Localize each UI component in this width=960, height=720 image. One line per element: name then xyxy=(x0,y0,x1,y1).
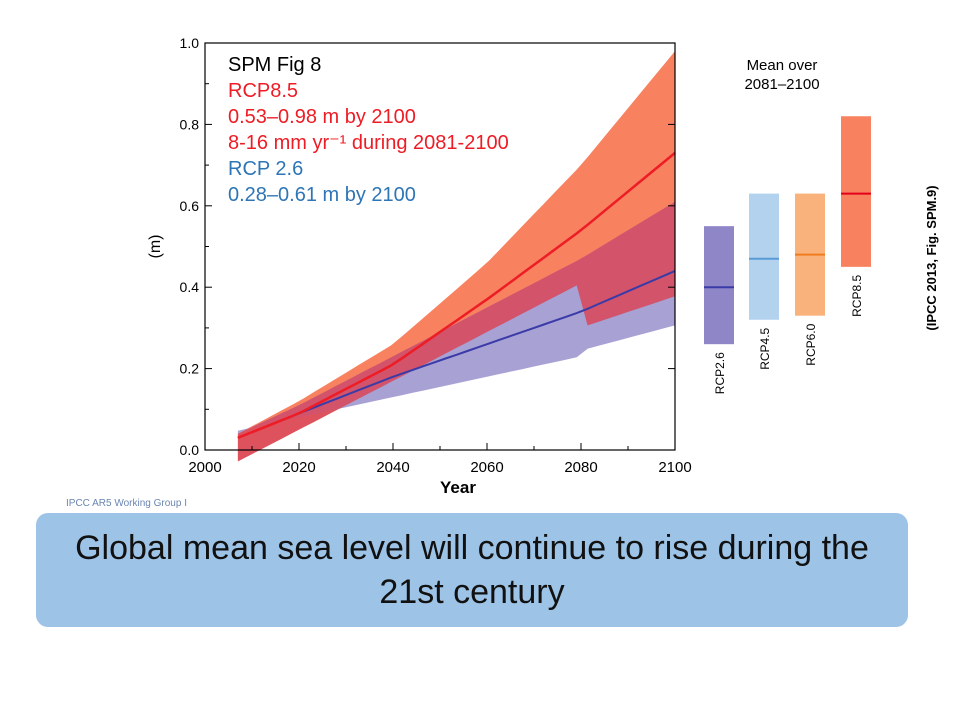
annotation-4: 0.28–0.61 m by 2100 xyxy=(228,184,416,206)
x-tick-label: 2020 xyxy=(282,459,315,476)
band-overlap xyxy=(237,201,675,462)
y-tick-label: 0.8 xyxy=(180,116,200,132)
x-tick-label: 2080 xyxy=(564,459,597,476)
side-bar-label: RCP2.6 xyxy=(713,352,727,394)
footer-text: IPCC AR5 Working Group I xyxy=(66,498,187,509)
side-bar-rcp85 xyxy=(841,116,871,267)
y-axis-label: (m) xyxy=(147,235,164,259)
annotation-2: 8-16 mm yr⁻¹ during 2081-2100 xyxy=(228,132,509,154)
x-tick-label: 2040 xyxy=(376,459,409,476)
x-axis-label: Year xyxy=(440,478,476,497)
y-tick-label: 0.0 xyxy=(180,442,200,458)
annotation-3: RCP 2.6 xyxy=(228,158,303,180)
y-tick-label: 1.0 xyxy=(180,35,200,51)
side-bar-rcp26 xyxy=(704,226,734,345)
caption-text: Global mean sea level will continue to r… xyxy=(75,529,869,611)
sea-level-chart: 0.0 0.2 0.4 0.6 0.8 1.0 2000 2020 2040 2060 2080 21… xyxy=(66,35,939,509)
line-rcp85 xyxy=(237,151,676,439)
line-rcp26 xyxy=(237,269,676,439)
caption-box: Global mean sea level will continue to r… xyxy=(36,513,908,627)
side-bar-rcp45 xyxy=(749,193,779,320)
side-bar-label: RCP8.5 xyxy=(850,275,864,317)
x-tick-label: 2060 xyxy=(470,459,503,476)
side-panel-title-line: 2081–2100 xyxy=(744,76,819,93)
side-bar-label: RCP6.0 xyxy=(804,323,818,365)
annotation-1: 0.53–0.98 m by 2100 xyxy=(228,106,416,128)
citation: (IPCC 2013, Fig. SPM.9) xyxy=(924,185,939,330)
annotation-0: RCP8.5 xyxy=(228,80,298,102)
x-tick-label: 2000 xyxy=(188,459,221,476)
side-bar-label: RCP4.5 xyxy=(758,327,772,369)
x-tick-label: 2100 xyxy=(658,459,691,476)
y-tick-label: 0.2 xyxy=(180,361,200,377)
chart-title: SPM Fig 8 xyxy=(228,54,321,76)
y-tick-label: 0.6 xyxy=(180,198,200,214)
y-tick-label: 0.4 xyxy=(180,279,200,295)
side-panel-title-line: Mean over xyxy=(747,57,818,74)
